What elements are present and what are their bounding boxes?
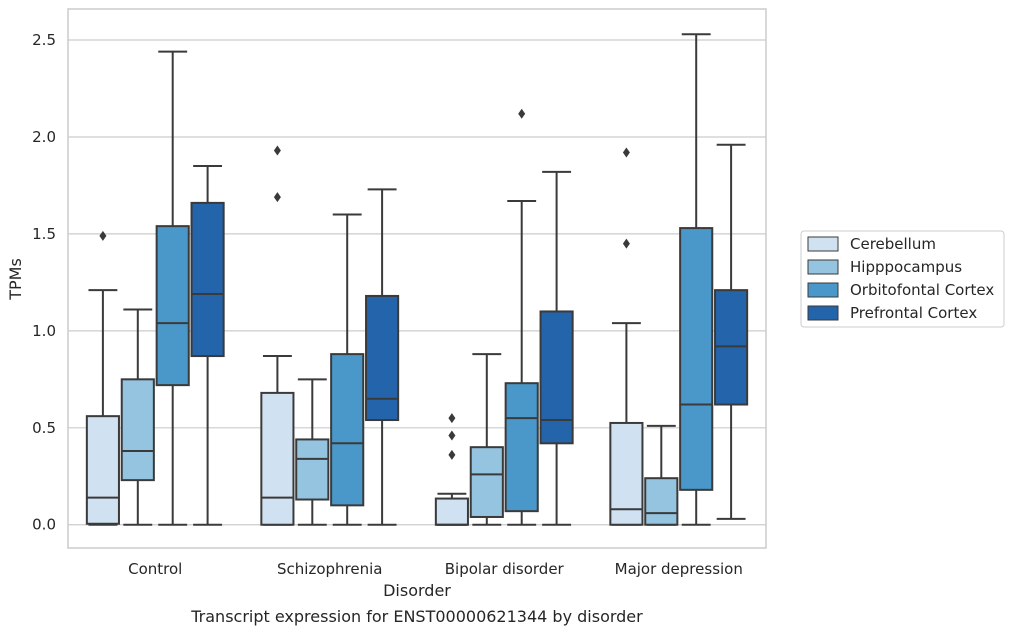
y-tick-labels: 0.0 0.5 1.0 1.5 2.0 2.5 [32, 31, 56, 534]
box-group [295, 378, 330, 526]
box-body [469, 446, 504, 518]
box-body [85, 415, 120, 525]
box-body [190, 201, 225, 358]
y-tick-label: 0.5 [32, 419, 56, 437]
box-body [644, 477, 679, 526]
outlier-point [518, 108, 526, 119]
box-body [260, 391, 295, 526]
outlier-point [622, 238, 630, 249]
box-group [714, 143, 749, 520]
box-group [469, 353, 504, 526]
y-axis-label: TPMs [6, 258, 25, 301]
x-tick-label: Bipolar disorder [445, 560, 565, 578]
box-body [155, 225, 190, 387]
box-body [295, 438, 330, 501]
legend-swatch [807, 282, 839, 298]
outlier-point [448, 430, 456, 441]
box-group [365, 188, 400, 526]
y-tick-label: 1.5 [32, 225, 56, 243]
outlier-point [273, 192, 281, 203]
legend-swatch [807, 259, 839, 275]
legend-swatch [807, 305, 839, 321]
box-body [120, 378, 155, 482]
outlier-point [448, 449, 456, 460]
box-group [504, 108, 539, 526]
box-group [85, 230, 120, 526]
x-axis-label: Disorder [383, 581, 451, 600]
box-layer [85, 33, 749, 526]
legend-frame [800, 230, 1005, 328]
x-tick-label: Schizophrenia [277, 560, 382, 578]
box-body [609, 421, 644, 526]
box-body [330, 353, 365, 507]
box-group [190, 165, 225, 526]
y-tick-label: 0.0 [32, 516, 56, 534]
box-group [539, 170, 574, 526]
chart-caption: Transcript expression for ENST0000062134… [190, 607, 643, 626]
legend-label: Prefrontal Cortex [850, 304, 977, 322]
outlier-point [622, 147, 630, 158]
x-tick-label: Control [128, 560, 182, 578]
legend-label: Hipppocampus [850, 258, 962, 276]
box-group [609, 147, 644, 526]
outlier-point [448, 413, 456, 424]
box-group [679, 33, 714, 526]
box-group [644, 424, 679, 526]
legend-label: Cerebellum [850, 235, 936, 253]
box-body [504, 382, 539, 513]
box-body [365, 294, 400, 422]
outlier-point [99, 230, 107, 241]
box-group [330, 213, 365, 526]
y-tick-label: 2.0 [32, 128, 56, 146]
x-tick-label: Major depression [615, 560, 743, 578]
legend-swatch [807, 236, 839, 252]
box-body [434, 497, 469, 526]
legend-label: Orbitofontal Cortex [850, 281, 994, 299]
box-group [120, 308, 155, 526]
y-tick-label: 1.0 [32, 322, 56, 340]
box-body [539, 310, 574, 445]
box-group [260, 145, 295, 526]
legend: Cerebellum Hipppocampus Orbitofontal Corte… [800, 230, 1005, 328]
x-tick-labels: Control Schizophrenia Bipolar disorder Majo… [128, 560, 743, 578]
box-body [679, 227, 714, 491]
y-tick-label: 2.5 [32, 31, 56, 49]
outlier-point [273, 145, 281, 156]
plot-frame [67, 8, 767, 549]
legend-items: Cerebellum Hipppocampus Orbitofontal Corte… [807, 235, 994, 322]
box-group [155, 50, 190, 526]
box-group [434, 413, 469, 526]
